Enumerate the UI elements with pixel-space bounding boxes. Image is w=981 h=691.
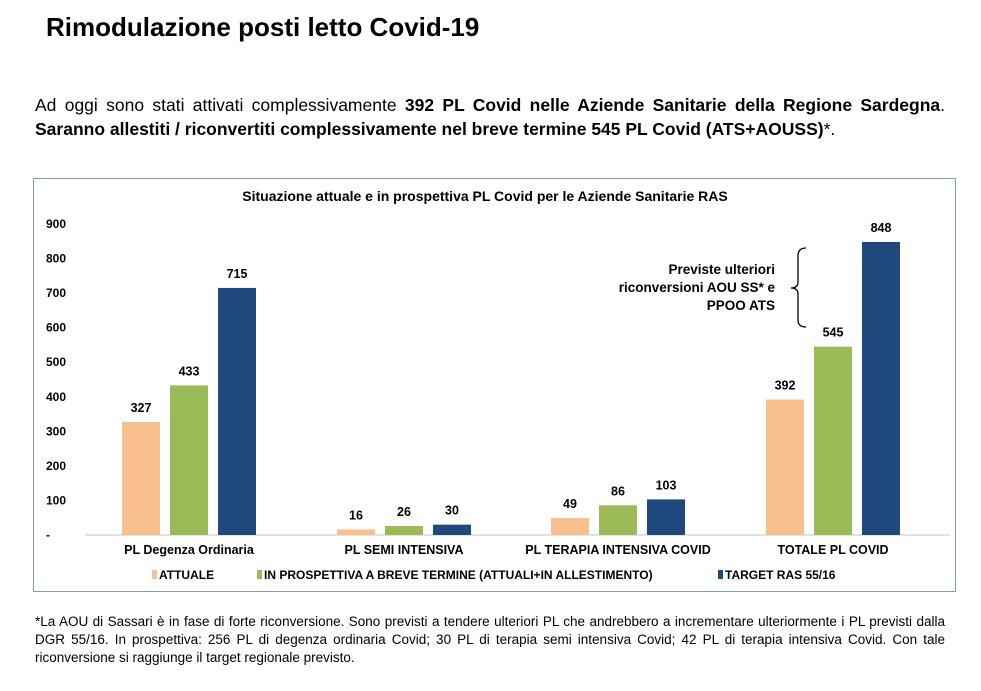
data-label: 49 [563,497,577,511]
y-tick-label: 400 [46,390,66,404]
data-label: 392 [775,379,796,393]
chart-frame [33,178,956,592]
intro-text: *. [823,119,836,139]
bar [337,529,375,535]
legend-label: TARGET RAS 55/16 [725,568,836,582]
legend-swatch [718,570,723,579]
data-label: 327 [131,401,152,415]
x-tick-label: PL TERAPIA INTENSIVA COVID [525,543,710,557]
x-tick-label: TOTALE PL COVID [777,543,888,557]
intro-bold-2: Saranno allestiti / riconvertiti comples… [35,119,824,139]
data-label: 715 [227,267,248,281]
y-tick-label: - [46,528,50,542]
y-tick-label: 900 [46,217,66,231]
y-tick-label: 600 [46,321,66,335]
page-title: Rimodulazione posti letto Covid-19 [46,12,480,42]
bar [385,526,423,535]
legend-swatch [257,570,262,579]
data-label: 103 [656,478,677,492]
y-tick-label: 200 [46,459,66,473]
legend-swatch [152,570,157,579]
legend-label: IN PROSPETTIVA A BREVE TERMINE (ATTUALI+… [264,568,653,582]
annotation-line: Previste ulteriori [668,262,775,277]
bar [218,287,256,535]
x-tick-label: PL Degenza Ordinaria [124,543,255,557]
data-label: 86 [611,484,625,498]
y-tick-label: 100 [46,493,66,507]
legend-label: ATTUALE [159,568,214,582]
chart-title: Situazione attuale e in prospettiva PL C… [242,188,727,204]
x-tick-label: PL SEMI INTENSIVA [344,543,463,557]
bar [647,499,685,535]
footnote: *La AOU di Sassari è in fase di forte ri… [35,614,945,665]
legend: ATTUALE IN PROSPETTIVA A BREVE TERMINE (A… [152,568,836,582]
bar [766,399,804,535]
y-axis: - 100 200 300 400 500 600 700 800 900 [46,217,66,542]
y-tick-label: 500 [46,355,66,369]
intro-paragraph: Ad oggi sono stati attivati complessivam… [35,93,945,141]
bar [599,505,637,535]
bar [433,524,471,535]
data-label: 26 [397,505,411,519]
data-label: 433 [179,364,200,378]
x-axis: PL Degenza Ordinaria PL SEMI INTENSIVA PL … [124,543,888,557]
bar [814,346,852,535]
intro-text: Ad oggi sono stati attivati complessivam… [35,95,405,115]
bars: 327 433 715 16 26 30 49 86 103 392 545 848 [122,221,900,536]
data-label: 545 [823,326,844,340]
annotation-line: riconversioni AOU SS* e [619,280,776,295]
y-tick-label: 800 [46,252,66,266]
y-tick-label: 300 [46,424,66,438]
bar [551,518,589,535]
bar [170,385,208,535]
intro-bold-1: 392 PL Covid nelle Aziende Sanitarie del… [404,95,941,115]
data-label: 848 [871,221,892,235]
data-label: 30 [445,504,459,518]
data-label: 16 [349,508,363,522]
intro-text: . [940,95,945,115]
annotation-line: PPOO ATS [707,298,775,313]
annotation: Previste ulteriori riconversioni AOU SS*… [619,247,807,328]
brace-icon [790,247,807,328]
y-tick-label: 700 [46,286,66,300]
bar [122,422,160,535]
bar [862,241,900,536]
